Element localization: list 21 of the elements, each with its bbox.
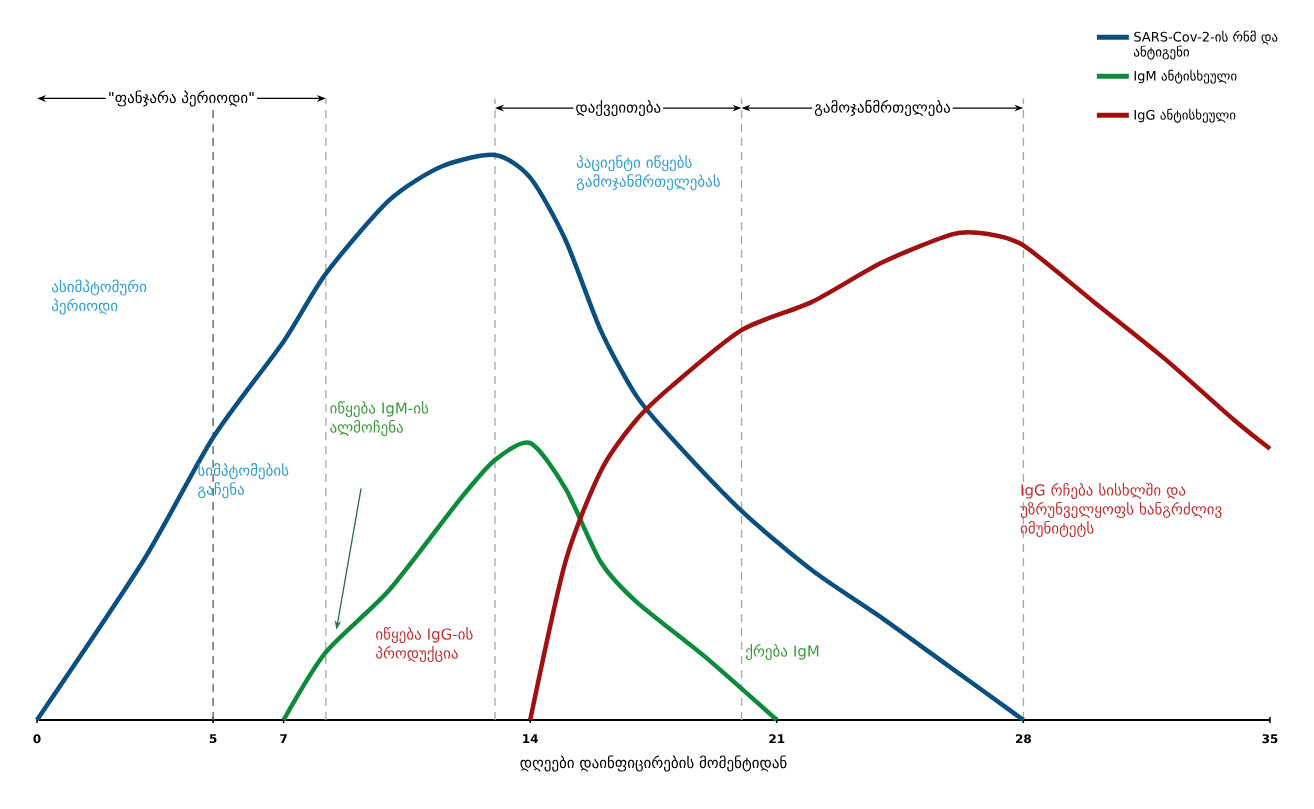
annotation: ასიმპტომური პერიოდი	[52, 279, 147, 315]
x-tick-label: 28	[1015, 734, 1031, 744]
annotation: სიმპტომების გაჩენა	[198, 463, 289, 499]
x-tick-label: 21	[769, 734, 785, 744]
x-tick-label: 0	[33, 734, 41, 744]
x-tick-label: 7	[280, 734, 287, 743]
legend-label: SARS-Cov-2-ის რნმ და ანტიგენი	[1133, 30, 1278, 60]
text: "ფანჯარა პერიოდი"	[109, 90, 254, 107]
x-tick-label: 14	[523, 734, 538, 743]
x-tick-label: 5	[209, 734, 217, 744]
x-axis-title: დღეები დაინფიცირების მომენტიდან	[520, 755, 787, 772]
annotation: იწყება IgG-ის პროდუქცია	[376, 626, 473, 663]
annotation: IgG რჩება სისხლში და უზრუნველყოფს ხანგრძლივ იმუნიტეტს	[1020, 482, 1222, 537]
text: გამოჯანმრთელება	[814, 100, 951, 117]
annotation: ქრება IgM	[746, 643, 819, 661]
text: დაქვეითება	[576, 100, 661, 117]
x-tick-label: 35	[1262, 734, 1278, 744]
annotation: პაციენტი იწყებს გამოჯანმრთელებას	[576, 155, 720, 191]
legend-label: IgM ანტისხეული	[1134, 69, 1237, 84]
legend-label: IgG ანტისხეული	[1134, 108, 1236, 123]
annotation: იწყება IgM-ის ალმოჩენა	[330, 400, 429, 437]
